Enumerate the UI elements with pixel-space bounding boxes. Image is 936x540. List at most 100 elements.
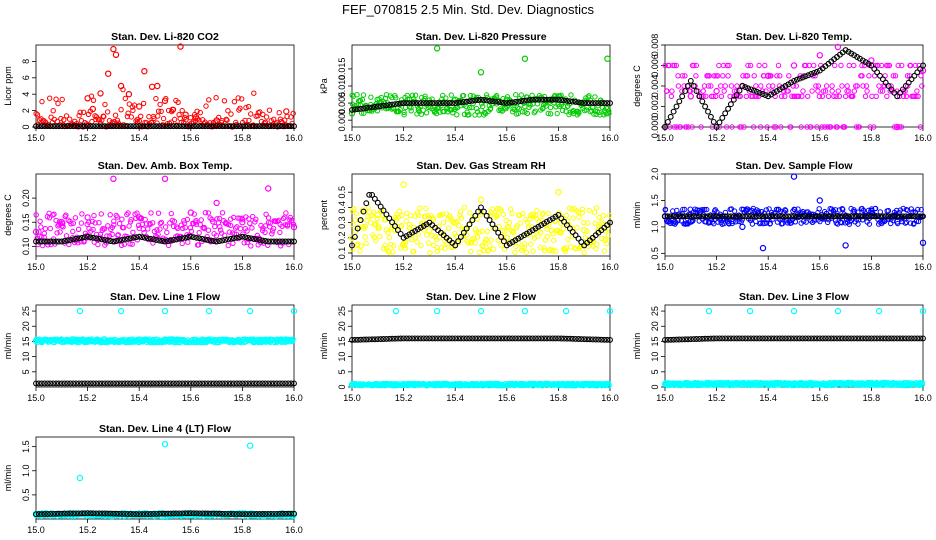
background-point — [203, 103, 209, 109]
data-point — [790, 62, 798, 69]
data-point — [791, 77, 797, 84]
x-tick-label: 15.4 — [130, 262, 148, 272]
background-point — [111, 218, 117, 224]
background-point — [683, 124, 689, 130]
background-point — [72, 215, 79, 221]
data-point — [727, 335, 734, 342]
background-point — [350, 246, 356, 252]
data-point — [193, 123, 200, 130]
data-point — [885, 335, 892, 342]
background-point — [825, 124, 831, 130]
background-point — [373, 238, 379, 244]
background-point — [130, 107, 136, 114]
x-tick-label: 15.8 — [550, 133, 568, 143]
data-point — [371, 103, 378, 110]
data-point — [265, 123, 272, 130]
data-point — [891, 213, 898, 220]
data-point — [503, 100, 510, 107]
background-point — [877, 88, 884, 94]
background-point — [570, 215, 576, 221]
data-point — [572, 232, 579, 239]
background-point — [47, 225, 53, 232]
data-point — [87, 510, 94, 517]
data-point — [133, 234, 140, 241]
data-point — [227, 235, 234, 242]
data-point — [498, 335, 505, 342]
data-point — [371, 336, 378, 343]
background-point — [897, 207, 904, 213]
background-point — [439, 244, 445, 251]
x-tick-label: 15.4 — [759, 133, 777, 143]
data-point — [420, 100, 427, 107]
data-point — [291, 238, 297, 245]
background-point — [916, 62, 922, 69]
background-point — [838, 62, 844, 69]
series-primary — [32, 175, 298, 236]
data-point — [113, 510, 120, 517]
y-axis-label: ml/min — [3, 465, 13, 492]
background-point — [33, 110, 39, 117]
background-point — [885, 208, 892, 214]
background-point — [866, 73, 872, 79]
data-point — [47, 123, 54, 130]
background-point — [157, 101, 163, 108]
data-point — [785, 213, 792, 220]
panel-title: Stan. Dev. Line 3 Flow — [739, 291, 850, 303]
data-point — [469, 97, 476, 104]
data-point — [153, 236, 160, 243]
data-point — [58, 380, 65, 387]
data-point — [121, 380, 128, 387]
data-point — [207, 510, 214, 517]
background-point — [860, 83, 866, 89]
data-point — [790, 173, 798, 180]
background-point — [700, 88, 706, 94]
background-point — [438, 212, 444, 219]
data-point — [607, 336, 613, 343]
background-point — [205, 210, 212, 216]
background-point — [173, 224, 180, 230]
data-point — [891, 89, 898, 96]
data-point — [135, 214, 143, 221]
background-point — [547, 247, 553, 254]
data-point — [282, 380, 289, 387]
data-point — [673, 213, 680, 220]
data-point — [130, 234, 137, 241]
data-point — [38, 511, 45, 518]
background-points — [33, 210, 297, 249]
data-point — [141, 123, 148, 130]
background-point — [266, 107, 273, 113]
background-point — [829, 88, 835, 94]
data-point — [831, 335, 838, 342]
data-point — [380, 102, 387, 109]
data-point — [406, 100, 413, 107]
data-point — [478, 204, 484, 211]
background-point — [758, 83, 764, 89]
data-point — [173, 510, 180, 517]
data-point — [273, 238, 280, 245]
data-point — [882, 213, 889, 220]
data-point — [268, 238, 275, 245]
background-point — [664, 88, 670, 94]
data-point — [248, 380, 254, 387]
data-point — [35, 238, 42, 245]
background-point — [76, 112, 82, 119]
background-point — [457, 209, 464, 215]
series-primary — [348, 307, 614, 388]
panel-title: Stan. Dev. Line 4 (LT) Flow — [99, 423, 232, 435]
data-point — [745, 335, 752, 342]
data-point — [53, 238, 60, 245]
data-point — [920, 335, 926, 342]
data-point — [150, 123, 157, 130]
background-point — [155, 113, 161, 119]
background-point — [107, 212, 113, 218]
background-point — [194, 108, 200, 115]
x-tick-label: 16.0 — [285, 525, 303, 535]
background-point — [386, 249, 392, 255]
data-point — [147, 123, 154, 130]
background-point — [569, 225, 575, 232]
data-point — [500, 238, 507, 245]
background-point — [734, 88, 740, 94]
background-point — [915, 93, 921, 100]
data-point — [452, 242, 459, 249]
background-point — [586, 93, 592, 99]
